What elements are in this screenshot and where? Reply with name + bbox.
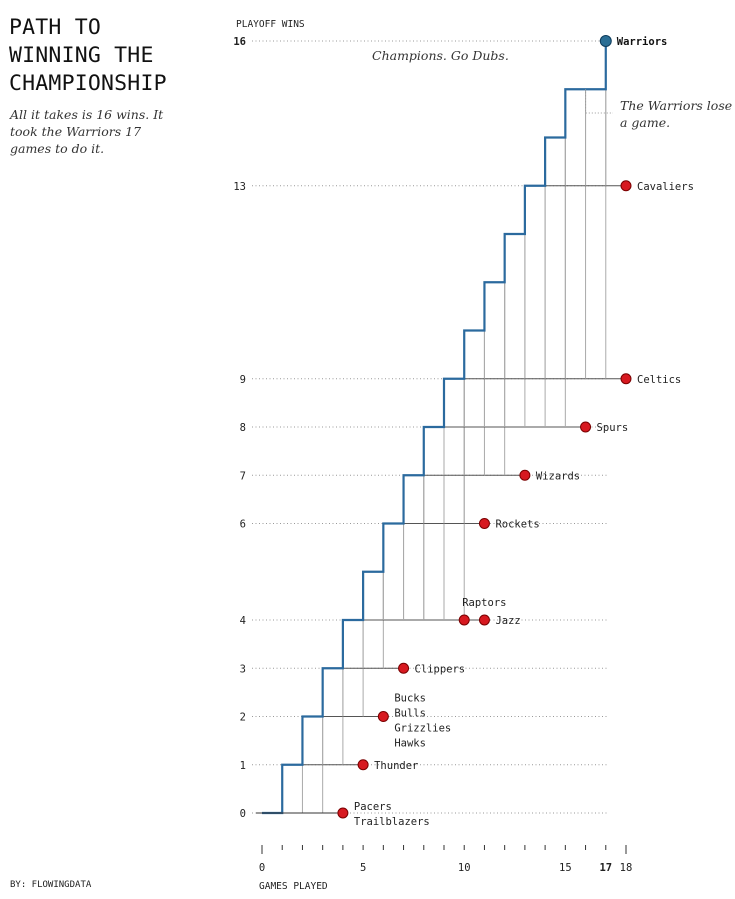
team-label-line: Jazz <box>495 615 520 627</box>
annotations: Champions. Go Dubs. The Warriors lose a ga… <box>372 48 732 130</box>
warriors-dot <box>599 35 612 47</box>
x-tick-label: 0 <box>259 862 265 874</box>
chart-title: PATH TO WINNING THE CHAMPIONSHIP <box>9 15 167 96</box>
team-label-line: Cavaliers <box>637 181 694 193</box>
team-dot <box>337 807 349 819</box>
y-tick-label: 2 <box>240 712 246 724</box>
annotation-leader <box>585 89 613 114</box>
team-label: Wizards <box>536 470 580 482</box>
warriors-step-line <box>262 41 607 815</box>
y-tick-label: 6 <box>240 519 246 531</box>
team-label: Jazz <box>495 615 520 627</box>
team-dot <box>357 759 369 771</box>
team-label: Raptors <box>462 597 506 609</box>
team-label-line: Raptors <box>462 597 506 609</box>
team-label-line: Wizards <box>536 470 580 482</box>
team-dot <box>519 469 531 481</box>
team-label: Thunder <box>374 760 418 772</box>
team-label-line: Pacers <box>354 801 392 813</box>
team-label: Clippers <box>415 663 466 675</box>
team-dot <box>377 711 389 722</box>
team-labels: Pacers Trailblazers Thunder Bucks Bulls Grizz… <box>354 36 694 828</box>
team-label-line: Clippers <box>415 663 466 675</box>
end-dots <box>337 35 632 819</box>
team-dot <box>620 373 632 385</box>
y-tick-label: 4 <box>240 615 246 627</box>
team-label-line: Bucks <box>394 693 426 705</box>
y-tick-label: 13 <box>233 181 246 193</box>
x-tick-label: 5 <box>360 862 366 874</box>
team-label-line: Bulls <box>394 708 426 720</box>
y-tick-label: 8 <box>240 422 246 434</box>
team-dot <box>478 614 490 626</box>
team-label-line: Spurs <box>597 422 629 434</box>
credit: BY: FLOWINGDATA <box>10 880 92 890</box>
chart-subtitle: All it takes is 16 wins. It took the War… <box>10 107 164 156</box>
x-tick-label: 18 <box>620 862 633 874</box>
team-label-line: Celtics <box>637 374 681 386</box>
team-label: Cavaliers <box>637 181 694 193</box>
y-tick-label: 16 <box>233 36 246 48</box>
team-dot <box>580 421 592 433</box>
team-label: Bucks Bulls Grizzlies Hawks <box>394 693 451 750</box>
y-tick-label: 9 <box>240 374 246 386</box>
annotation-lose-line: a game. <box>620 115 670 130</box>
axes: PLAYOFF WINS 0 1 2 3 4 6 7 8 9 13 16 0 5 10 15 17 18 GAMES… <box>233 19 632 892</box>
x-tick-label: 10 <box>458 862 471 874</box>
team-label-line: Hawks <box>394 738 426 750</box>
team-dot <box>458 614 470 626</box>
team-label-line: Thunder <box>374 760 418 772</box>
team-label: Rockets <box>495 519 539 531</box>
annotation-lose: The Warriors lose a game. <box>620 98 732 130</box>
y-tick-label: 0 <box>240 808 246 820</box>
y-axis-label: PLAYOFF WINS <box>236 19 305 30</box>
team-dot <box>398 662 410 674</box>
team-label-line: Grizzlies <box>394 723 451 735</box>
team-label-line: Trailblazers <box>354 816 430 828</box>
team-label: Pacers Trailblazers <box>354 801 430 828</box>
annotation-lose-line: The Warriors lose <box>620 98 732 113</box>
team-label: Spurs <box>597 422 629 434</box>
team-dot <box>478 518 490 529</box>
y-tick-label: 1 <box>240 760 246 772</box>
x-tick-label: 17 <box>599 862 612 874</box>
y-tick-label: 7 <box>240 470 246 482</box>
warriors-path <box>262 41 607 815</box>
warriors-label: Warriors <box>617 36 668 48</box>
annotation-champions: Champions. Go Dubs. <box>372 48 509 63</box>
x-axis-label: GAMES PLAYED <box>259 881 328 892</box>
y-tick-label: 3 <box>240 663 246 675</box>
x-tick-label: 15 <box>559 862 572 874</box>
team-dot <box>620 180 632 192</box>
team-label-line: Rockets <box>495 519 539 531</box>
team-label: Celtics <box>637 374 681 386</box>
